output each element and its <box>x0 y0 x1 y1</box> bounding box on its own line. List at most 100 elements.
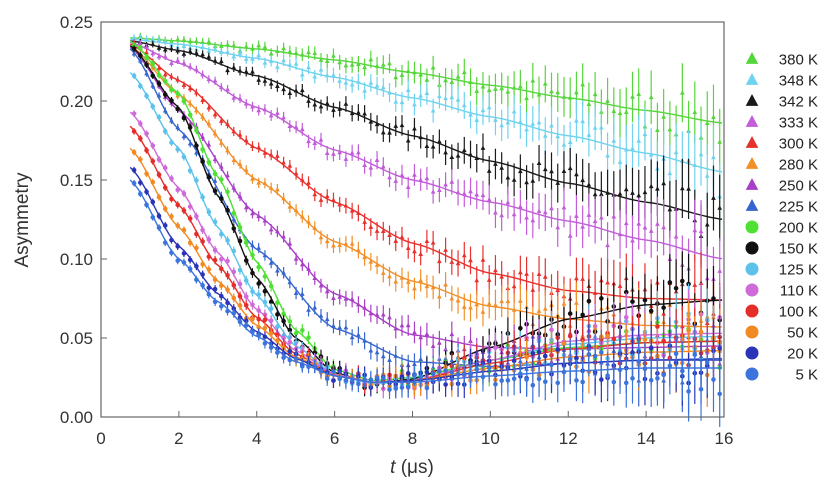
data-point <box>542 150 548 188</box>
marker-triangle <box>605 153 610 158</box>
data-point <box>324 96 330 111</box>
marker-triangle <box>349 296 355 302</box>
data-point <box>312 136 318 150</box>
marker-triangle <box>268 58 274 63</box>
marker-circle <box>175 106 181 112</box>
marker-circle <box>549 327 554 333</box>
marker-triangle <box>505 298 511 304</box>
marker-triangle <box>275 64 280 69</box>
data-point <box>175 221 181 230</box>
data-point <box>549 152 554 191</box>
data-point <box>162 239 168 247</box>
series-125-k <box>129 72 723 395</box>
marker-circle <box>287 348 293 354</box>
data-point <box>206 290 212 299</box>
marker-triangle <box>443 182 448 187</box>
marker-triangle <box>268 226 274 232</box>
data-point <box>337 144 343 161</box>
data-point <box>399 164 405 186</box>
marker-circle <box>530 382 536 388</box>
marker-triangle <box>312 191 318 197</box>
data-point <box>156 156 162 163</box>
data-point <box>287 237 293 250</box>
data-point <box>194 176 199 185</box>
x-tick-label: 10 <box>481 429 500 448</box>
data-point <box>212 56 218 65</box>
marker-triangle <box>362 338 367 343</box>
marker-circle <box>194 214 199 219</box>
marker-circle <box>399 374 405 379</box>
marker-triangle <box>418 277 424 283</box>
marker-circle <box>187 257 193 263</box>
marker-triangle <box>536 308 542 313</box>
data-point <box>150 40 156 48</box>
legend-marker-triangle <box>745 157 759 169</box>
data-point <box>511 362 517 396</box>
data-point <box>717 360 723 427</box>
data-point <box>399 267 405 289</box>
marker-triangle <box>698 151 704 157</box>
marker-circle <box>530 351 536 356</box>
data-point <box>518 255 523 290</box>
data-point <box>680 251 685 311</box>
data-point <box>212 275 218 284</box>
marker-circle <box>138 121 143 126</box>
data-point <box>549 72 554 111</box>
marker-triangle <box>175 36 181 42</box>
marker-circle <box>194 277 199 282</box>
data-point <box>324 312 330 327</box>
marker-circle <box>331 369 336 374</box>
data-point <box>437 359 442 384</box>
marker-triangle <box>605 98 610 103</box>
data-point <box>275 61 280 73</box>
marker-triangle <box>524 215 529 220</box>
data-point <box>225 171 230 181</box>
marker-triangle <box>430 108 436 113</box>
marker-triangle <box>218 118 224 123</box>
data-point <box>175 145 181 153</box>
marker-circle <box>680 278 685 284</box>
x-tick-label: 8 <box>408 429 417 448</box>
marker-circle <box>243 278 249 283</box>
data-point <box>393 318 399 339</box>
marker-triangle <box>299 72 305 77</box>
marker-circle <box>162 92 168 97</box>
data-point <box>337 101 343 117</box>
marker-triangle <box>362 305 367 310</box>
data-point <box>243 255 249 266</box>
marker-triangle <box>486 168 492 173</box>
data-point <box>692 199 698 262</box>
marker-triangle <box>424 283 430 289</box>
marker-circle <box>250 289 255 294</box>
data-point <box>592 333 598 379</box>
marker-triangle <box>586 132 592 137</box>
marker-triangle <box>293 290 299 295</box>
data-point <box>617 345 623 394</box>
marker-triangle <box>318 103 324 109</box>
data-point <box>181 132 187 141</box>
data-point <box>231 52 237 62</box>
data-point <box>655 351 660 406</box>
marker-circle <box>518 325 523 331</box>
data-point <box>219 281 224 290</box>
data-point <box>169 138 174 147</box>
marker-triangle <box>187 64 193 69</box>
marker-triangle <box>281 234 286 239</box>
data-point <box>281 315 286 327</box>
marker-circle <box>268 299 274 305</box>
data-point <box>380 305 386 325</box>
data-point <box>312 46 318 60</box>
marker-triangle <box>480 145 486 150</box>
marker-triangle <box>262 60 268 65</box>
data-point <box>356 73 361 91</box>
marker-triangle <box>667 126 673 132</box>
marker-circle <box>237 281 243 287</box>
marker-circle <box>175 202 181 208</box>
data-point <box>181 36 187 44</box>
data-point <box>150 198 156 206</box>
marker-triangle <box>225 42 230 47</box>
marker-triangle <box>356 109 361 115</box>
data-point <box>256 50 262 61</box>
data-point <box>200 193 205 202</box>
marker-triangle <box>312 225 318 230</box>
